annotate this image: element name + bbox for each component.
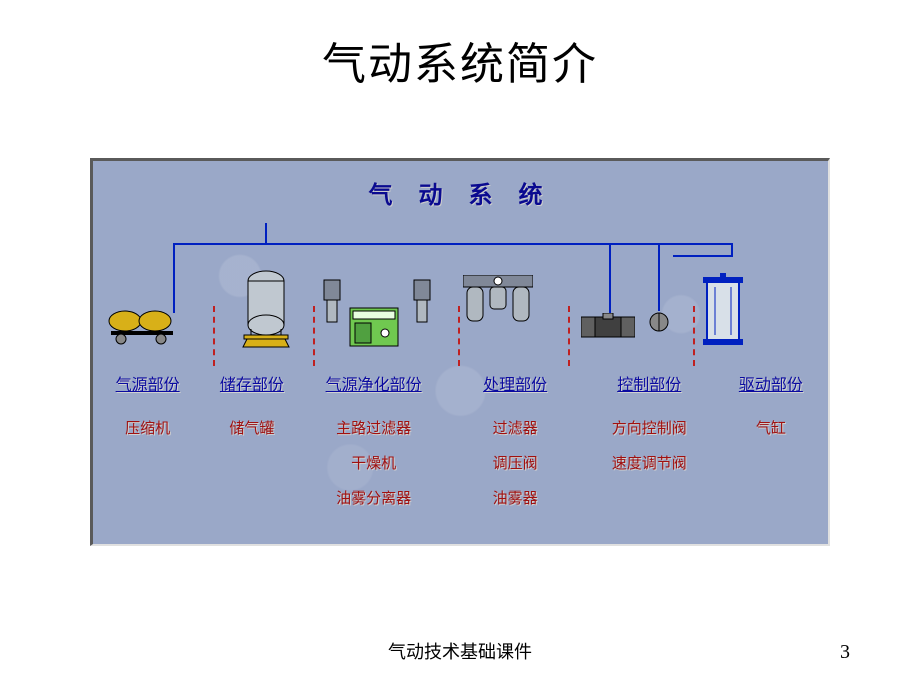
section-column: 控制部份方向控制阀速度调节阀 xyxy=(585,371,714,522)
pipe-tank-down xyxy=(265,223,267,243)
section-separator xyxy=(693,306,695,366)
directional-valve-icon xyxy=(581,313,635,341)
section-separator xyxy=(213,306,215,366)
pipe-from-comp xyxy=(173,243,175,313)
section-column: 气源部份压缩机 xyxy=(93,371,202,522)
section-item: 方向控制阀 xyxy=(585,417,714,438)
section-header: 驱动部份 xyxy=(714,371,828,395)
mist-separator-icon xyxy=(413,279,431,323)
page-number: 3 xyxy=(840,641,850,664)
pipe-to-cyl xyxy=(673,255,733,257)
section-row: 气源部份压缩机储存部份储气罐气源净化部份主路过滤器干燥机油雾分离器处理部份过滤器… xyxy=(93,371,828,522)
section-header: 控制部份 xyxy=(585,371,714,395)
speed-control-icon xyxy=(648,311,670,333)
section-column: 驱动部份气缸 xyxy=(714,371,828,522)
frl-icon xyxy=(463,275,533,325)
section-header: 储存部份 xyxy=(202,371,301,395)
section-separator xyxy=(458,306,460,366)
slide-title: 气动系统简介 xyxy=(0,0,920,92)
footer-text: 气动技术基础课件 xyxy=(0,638,920,664)
pipe-reg-up xyxy=(658,243,660,311)
section-header: 气源部份 xyxy=(93,371,202,395)
schematic xyxy=(93,213,828,323)
section-column: 储存部份储气罐 xyxy=(202,371,301,522)
dryer-icon xyxy=(349,307,399,347)
tank-icon xyxy=(241,269,291,349)
compressor-icon xyxy=(107,309,187,345)
section-item: 调压阀 xyxy=(446,452,585,473)
section-header: 气源净化部份 xyxy=(302,371,446,395)
section-item: 干燥机 xyxy=(302,452,446,473)
section-item: 气缸 xyxy=(714,417,828,438)
section-item: 速度调节阀 xyxy=(585,452,714,473)
diagram-frame: 气 动 系 统 xyxy=(90,158,830,546)
section-header: 处理部份 xyxy=(446,371,585,395)
section-item: 油雾器 xyxy=(446,487,585,508)
section-column: 气源净化部份主路过滤器干燥机油雾分离器 xyxy=(302,371,446,522)
section-item: 油雾分离器 xyxy=(302,487,446,508)
section-item: 压缩机 xyxy=(93,417,202,438)
main-pipe xyxy=(173,243,733,245)
section-item: 储气罐 xyxy=(202,417,301,438)
section-separator xyxy=(568,306,570,366)
pipe-valve-up xyxy=(609,243,611,313)
cylinder-icon xyxy=(703,273,743,349)
pipe-down-cyl xyxy=(731,243,733,255)
section-item: 主路过滤器 xyxy=(302,417,446,438)
section-item: 过滤器 xyxy=(446,417,585,438)
section-separator xyxy=(313,306,315,366)
section-column: 处理部份过滤器调压阀油雾器 xyxy=(446,371,585,522)
main-filter-icon xyxy=(323,279,341,323)
diagram-title: 气 动 系 统 xyxy=(93,161,828,210)
